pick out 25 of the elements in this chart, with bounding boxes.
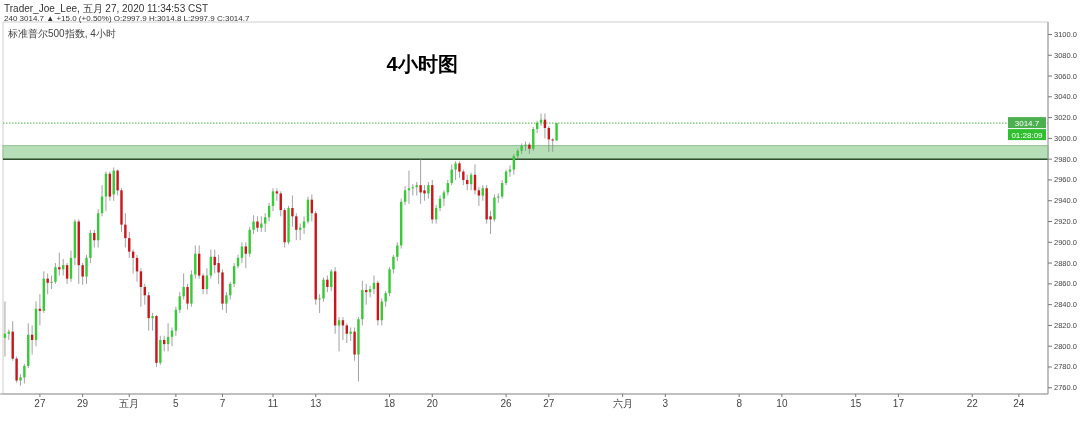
x-tick-label: 22 [966,397,979,409]
x-tick-label: 29 [77,397,89,409]
annotation: 240 3014.7 ▲ +15.0 (+0.50%) O:2997.9 H:3014.8 L:2997.9 C:3014.7 [4,13,250,23]
x-tick-label: 27 [34,397,46,409]
x-tick-label: 18 [383,397,396,409]
x-tick-label: 13 [310,397,322,409]
x-tick-label: 五月 [119,397,140,409]
x-tick-label: 六月 [612,397,633,409]
annotation: 01:28:09 [1011,130,1044,140]
x-tick-label: 7 [219,397,226,409]
x-tick-label: 20 [426,397,439,409]
x-tick-label: 27 [543,397,555,409]
x-tick-label: 11 [267,397,279,409]
text: 4小时图 [386,53,458,75]
x-tick-label: 17 [892,397,905,409]
x-tick-label: 26 [500,397,513,409]
text: Trader_Joe_Lee, 五月 27, 2020 11:34:53 CST [4,2,209,14]
ref-line-label: 3014.7 [1014,118,1040,128]
x-tick-label: 8 [736,397,743,409]
x-tick-label: 24 [1013,397,1025,409]
annotation: 标准普尔500指数, 4小时 [7,27,116,39]
x-tick-label: 10 [776,397,788,409]
x-tick-label: 3 [662,397,669,409]
x-tick-label: 15 [850,397,862,409]
x-tick-label: 5 [173,397,180,409]
